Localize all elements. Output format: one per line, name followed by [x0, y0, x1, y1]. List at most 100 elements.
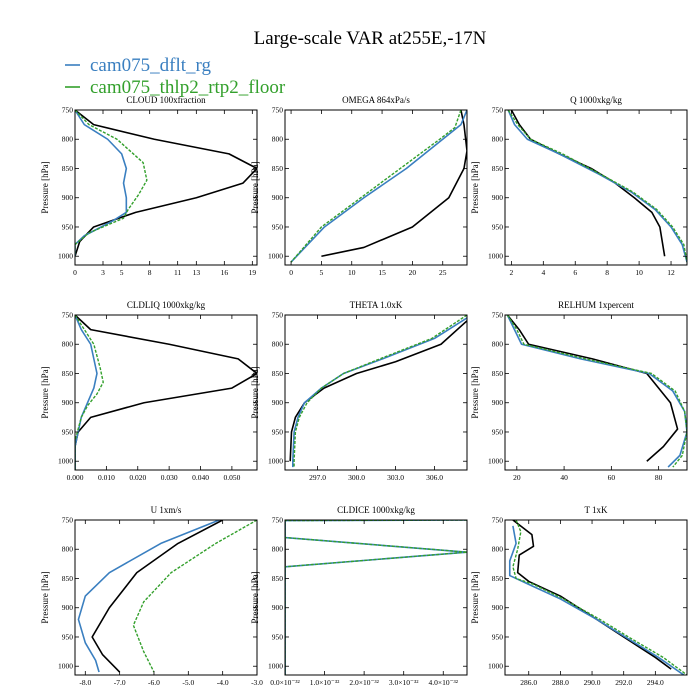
- y-tick-label: 900: [62, 398, 74, 407]
- plot-frame: [74, 109, 258, 266]
- x-tick-label: -8.0: [79, 678, 91, 687]
- chart-panel-4: CLDLIQ 1000xkg/kg Pressure [hPa] 750 800 850…: [40, 300, 258, 482]
- y-tick-label: 1000: [58, 457, 73, 466]
- x-tick-label: 40: [560, 473, 568, 482]
- chart-panel-5: THETA 1.0xK Pressure [hPa] 750 800 850 900 950…: [250, 300, 468, 482]
- series-line-green: [132, 520, 257, 673]
- plot-frame: [284, 109, 468, 266]
- y-tick-label: 850: [492, 164, 504, 173]
- series-line-blue: [77, 520, 220, 673]
- y-tick-label: 1000: [268, 662, 283, 671]
- x-tick-label: 0: [73, 268, 77, 277]
- panel-title: T 1xK: [584, 505, 608, 515]
- series-line-green: [290, 110, 462, 263]
- series-line-blue: [507, 110, 687, 263]
- y-tick-label: 950: [62, 222, 74, 231]
- x-tick-label: 20: [513, 473, 521, 482]
- series-line-green: [75, 315, 104, 470]
- panel-title: Q 1000xkg/kg: [570, 95, 622, 105]
- y-tick-label: 950: [62, 632, 74, 641]
- y-tick-label: 1000: [488, 457, 503, 466]
- y-tick-label: 750: [62, 516, 74, 525]
- y-tick-label: 750: [62, 311, 74, 320]
- x-tick-label: -4.0: [217, 678, 229, 687]
- y-tick-label: 1000: [268, 252, 283, 261]
- y-tick-label: 950: [272, 222, 284, 231]
- y-tick-label: 900: [272, 193, 284, 202]
- x-tick-label: 306.0: [426, 473, 443, 482]
- y-tick-label: 850: [492, 574, 504, 583]
- x-tick-label: 0.030: [161, 473, 178, 482]
- x-tick-label: 4: [541, 268, 545, 277]
- legend-label-green: cam075_thlp2_rtp2_floor: [90, 77, 286, 98]
- x-tick-label: 0.010: [98, 473, 115, 482]
- series-line-blue: [75, 110, 128, 257]
- x-tick-label: 10: [635, 268, 643, 277]
- y-tick-label: 750: [272, 311, 284, 320]
- x-tick-label: 1.0×10⁻³²: [310, 678, 340, 687]
- x-tick-label: 286.0: [520, 678, 537, 687]
- y-tick-label: 750: [492, 516, 504, 525]
- y-tick-label: 950: [62, 427, 74, 436]
- series-line-blue: [506, 315, 687, 468]
- y-tick-label: 800: [492, 340, 504, 349]
- y-tick-label: 800: [62, 545, 74, 554]
- x-tick-label: 60: [608, 473, 616, 482]
- x-tick-label: 3.0×10⁻³²: [389, 678, 419, 687]
- x-tick-label: 8: [148, 268, 152, 277]
- series-line-ref: [289, 320, 467, 462]
- series-line-ref: [506, 315, 679, 462]
- series-line-ref: [321, 110, 467, 258]
- x-tick-label: 8: [605, 268, 609, 277]
- y-axis-label: Pressure [hPa]: [250, 571, 260, 623]
- panel-title: THETA 1.0xK: [350, 300, 403, 310]
- y-tick-label: 800: [272, 545, 284, 554]
- y-tick-label: 750: [272, 516, 284, 525]
- panel-title: RELHUM 1xpercent: [558, 300, 634, 310]
- chart-panel-7: U 1xm/s Pressure [hPa] 750 800 850 900 950 1000…: [40, 505, 263, 687]
- series-line-blue: [75, 315, 98, 470]
- panel-title: U 1xm/s: [151, 505, 182, 515]
- y-tick-label: 900: [492, 603, 504, 612]
- x-tick-label: 16: [221, 268, 229, 277]
- y-tick-label: 900: [62, 603, 74, 612]
- chart-panel-9: T 1xK Pressure [hPa] 750 800 850 900 950 1000 28…: [470, 505, 688, 687]
- y-tick-label: 1000: [488, 252, 503, 261]
- y-tick-label: 850: [62, 369, 74, 378]
- panel-title: CLDICE 1000xkg/kg: [337, 505, 415, 515]
- x-tick-label: 0.0×10⁻³²: [270, 678, 300, 687]
- y-tick-label: 850: [272, 369, 284, 378]
- y-tick-label: 800: [272, 340, 284, 349]
- series-line-ref: [75, 110, 257, 257]
- x-tick-label: 303.0: [387, 473, 404, 482]
- x-tick-label: 0.050: [223, 473, 240, 482]
- x-tick-label: 10: [348, 268, 356, 277]
- series-line-green: [512, 520, 687, 675]
- plot-frame: [74, 519, 258, 676]
- x-tick-label: 0: [289, 268, 293, 277]
- y-tick-label: 750: [272, 106, 284, 115]
- plot-frame: [284, 314, 468, 471]
- y-tick-label: 850: [272, 164, 284, 173]
- x-tick-label: 4.0×10⁻³²: [428, 678, 458, 687]
- series-line-ref: [512, 520, 672, 670]
- chart-panel-3: Q 1000xkg/kg Pressure [hPa] 750 800 850 900 95…: [470, 95, 688, 277]
- x-tick-label: 294.0: [647, 678, 664, 687]
- y-tick-label: 950: [272, 427, 284, 436]
- y-axis-label: Pressure [hPa]: [470, 571, 480, 623]
- y-tick-label: 900: [272, 603, 284, 612]
- y-tick-label: 800: [62, 340, 74, 349]
- y-tick-label: 850: [492, 369, 504, 378]
- plot-frame: [504, 314, 688, 471]
- y-axis-label: Pressure [hPa]: [40, 366, 50, 418]
- y-tick-label: 750: [492, 311, 504, 320]
- y-tick-label: 850: [272, 574, 284, 583]
- figure-title: Large-scale VAR at255E,-17N: [254, 28, 487, 49]
- x-tick-label: 0.020: [129, 473, 146, 482]
- y-tick-label: 1000: [58, 662, 73, 671]
- series-line-ref: [75, 315, 257, 470]
- series-line-green: [506, 315, 687, 468]
- series-line-ref: [510, 110, 666, 257]
